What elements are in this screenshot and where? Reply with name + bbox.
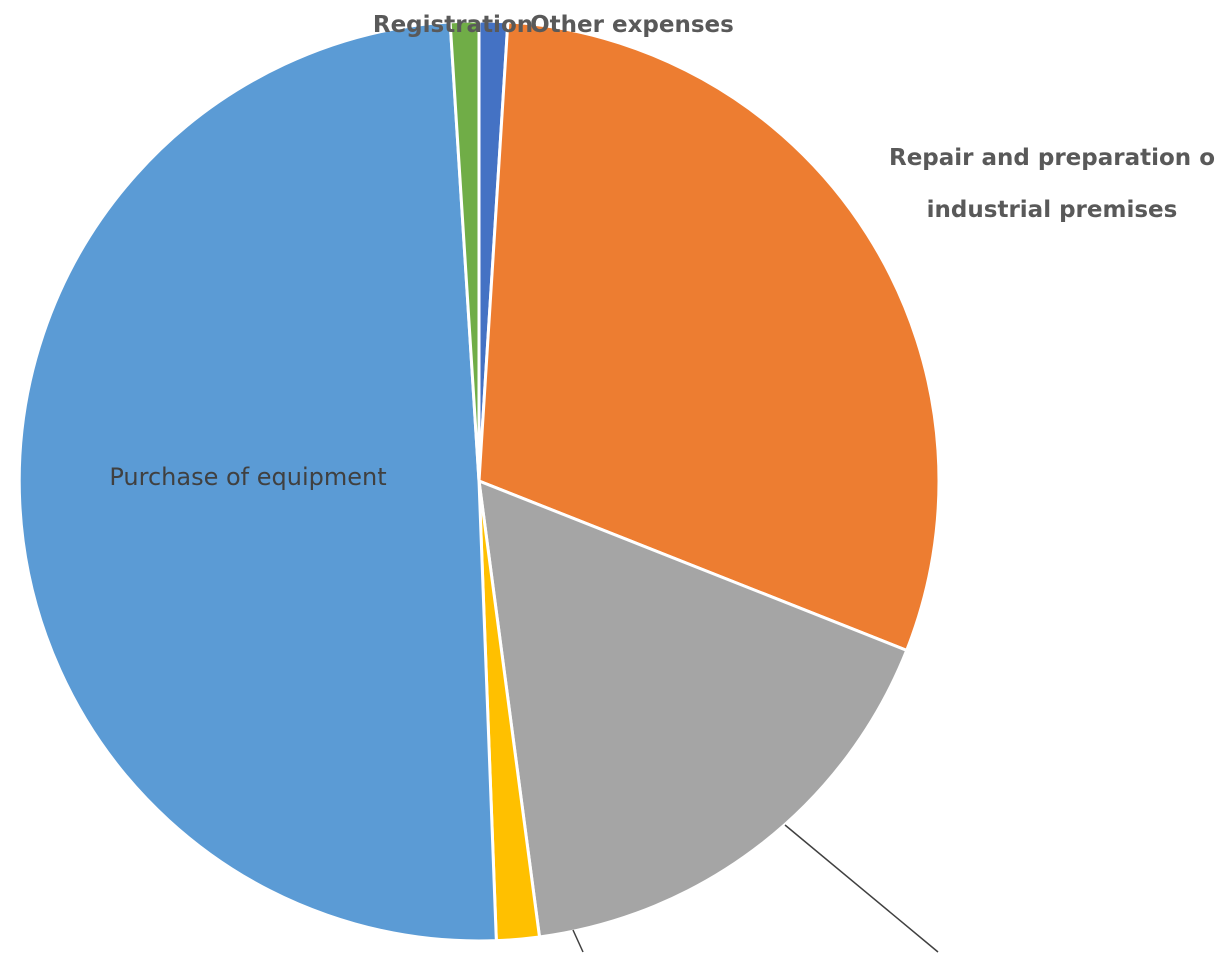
pie-slice-unlabeled-2 xyxy=(477,479,909,939)
pie-slice-repair-and-preparation-of-industrial-premises xyxy=(477,20,941,652)
pie-slice-purchase-of-equipment xyxy=(17,20,498,943)
data-label-repair-and-preparation-of-industrial-premises: Repair and preparation o industrial premi… xyxy=(889,145,1215,223)
leader-line-unlabeled-2 xyxy=(784,824,939,953)
data-label-registration: Registration xyxy=(373,12,533,38)
pie-slice-registration xyxy=(448,19,481,483)
data-label-other-expenses: Other expenses xyxy=(530,12,734,38)
leader-line-unlabeled-3 xyxy=(572,929,584,953)
data-label-purchase-of-equipment: Purchase of equipment xyxy=(109,463,386,491)
